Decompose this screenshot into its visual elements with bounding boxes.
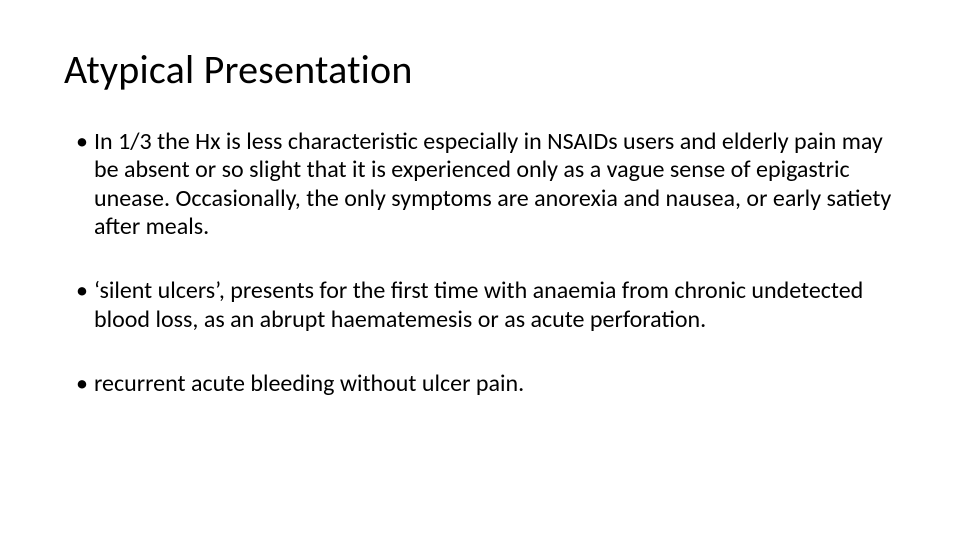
bullet-item: recurrent acute bleeding without ulcer p… (76, 370, 896, 398)
bullet-item: In 1/3 the Hx is less characteristic esp… (76, 128, 896, 241)
slide-title: Atypical Presentation (64, 48, 896, 92)
bullet-list: In 1/3 the Hx is less characteristic esp… (64, 128, 896, 398)
bullet-item: ‘silent ulcers’, presents for the first … (76, 277, 896, 334)
slide: Atypical Presentation In 1/3 the Hx is l… (0, 0, 960, 540)
